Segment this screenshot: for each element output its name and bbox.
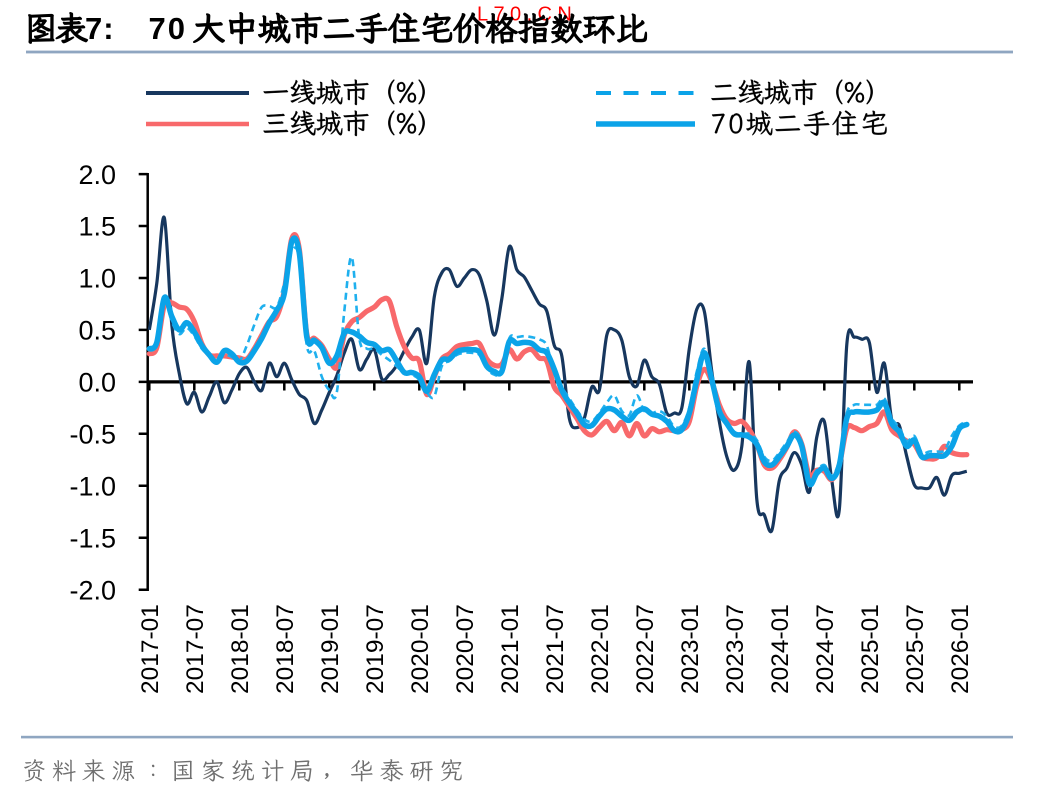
svg-text:70: 70	[149, 11, 187, 46]
svg-text:2.0: 2.0	[78, 160, 116, 190]
svg-text:2018-07: 2018-07	[272, 604, 299, 694]
svg-text:-0.5: -0.5	[69, 420, 116, 450]
svg-text:1.0: 1.0	[78, 264, 116, 294]
svg-text:-1.5: -1.5	[69, 524, 116, 554]
svg-text:2018-01: 2018-01	[227, 604, 254, 694]
svg-text:-1.0: -1.0	[69, 472, 116, 502]
svg-text:0.5: 0.5	[78, 316, 116, 346]
svg-text:2017-07: 2017-07	[182, 604, 209, 694]
svg-text:2022-07: 2022-07	[632, 604, 659, 694]
svg-text:2026-01: 2026-01	[947, 604, 974, 694]
svg-text:2023-01: 2023-01	[677, 604, 704, 694]
svg-text:2021-07: 2021-07	[542, 604, 569, 694]
svg-text:2025-07: 2025-07	[902, 604, 929, 694]
svg-text:-2.0: -2.0	[69, 575, 116, 605]
svg-text:2019-01: 2019-01	[317, 604, 344, 694]
svg-text:0.0: 0.0	[78, 368, 116, 398]
svg-text:2020-01: 2020-01	[407, 604, 434, 694]
svg-text:2024-07: 2024-07	[812, 604, 839, 694]
svg-text:2024-01: 2024-01	[767, 604, 794, 694]
svg-text:2022-01: 2022-01	[587, 604, 614, 694]
svg-text:2020-07: 2020-07	[452, 604, 479, 694]
svg-text:2021-01: 2021-01	[497, 604, 524, 694]
svg-text:7:: 7:	[85, 11, 115, 46]
svg-text:2025-01: 2025-01	[857, 604, 884, 694]
svg-text:2017-01: 2017-01	[137, 604, 164, 694]
svg-text:2023-07: 2023-07	[722, 604, 749, 694]
svg-text:1.5: 1.5	[78, 212, 116, 242]
svg-text:2019-07: 2019-07	[362, 604, 389, 694]
